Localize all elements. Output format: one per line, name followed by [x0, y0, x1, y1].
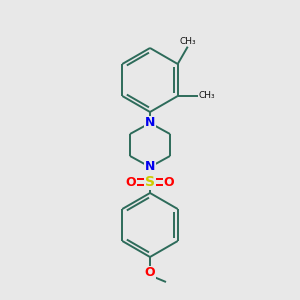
Text: N: N — [145, 160, 155, 173]
Text: N: N — [145, 116, 155, 130]
Text: O: O — [164, 176, 174, 188]
Text: O: O — [126, 176, 136, 188]
Text: CH₃: CH₃ — [179, 37, 196, 46]
Text: O: O — [145, 266, 155, 280]
Text: CH₃: CH₃ — [199, 92, 215, 100]
Text: S: S — [145, 175, 155, 189]
